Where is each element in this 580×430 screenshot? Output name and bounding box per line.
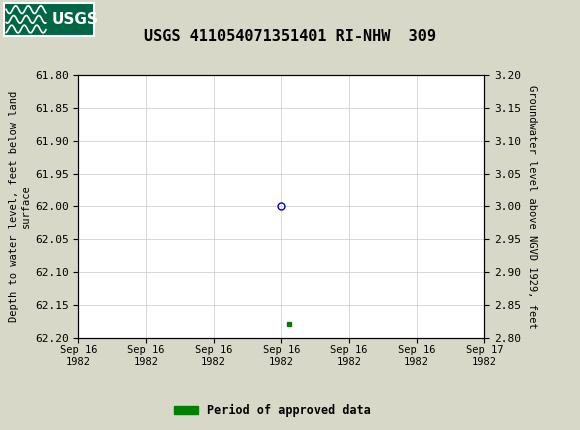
- Text: USGS 411054071351401 RI-NHW  309: USGS 411054071351401 RI-NHW 309: [144, 29, 436, 44]
- Y-axis label: Groundwater level above NGVD 1929, feet: Groundwater level above NGVD 1929, feet: [527, 85, 536, 328]
- FancyBboxPatch shape: [4, 3, 94, 36]
- Legend: Period of approved data: Period of approved data: [169, 399, 376, 422]
- Y-axis label: Depth to water level, feet below land
surface: Depth to water level, feet below land su…: [9, 91, 31, 322]
- Text: USGS: USGS: [52, 12, 99, 27]
